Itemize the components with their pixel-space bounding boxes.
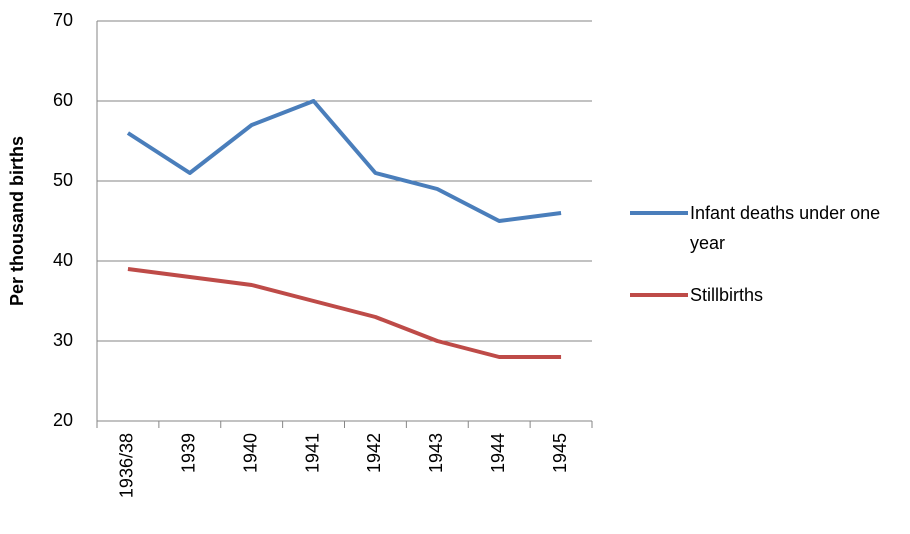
x-tick-label: 1942 bbox=[364, 433, 384, 473]
x-tick-label: 1943 bbox=[426, 433, 446, 473]
data-line bbox=[126, 99, 562, 223]
y-tick-label: 30 bbox=[53, 330, 73, 350]
y-axis-label: Per thousand births bbox=[7, 136, 27, 306]
legend-label: Stillbirths bbox=[690, 285, 764, 305]
x-tick-label: 1939 bbox=[179, 433, 199, 473]
x-tick-label: 1945 bbox=[550, 433, 570, 473]
x-tick-label: 1936/38 bbox=[117, 433, 137, 498]
y-tick-label: 50 bbox=[53, 170, 73, 190]
data-line bbox=[127, 267, 562, 359]
y-tick-label: 40 bbox=[53, 250, 73, 270]
x-tick-label: 1944 bbox=[488, 433, 508, 473]
x-tick-label: 1941 bbox=[302, 433, 322, 473]
y-tick-label: 70 bbox=[53, 10, 73, 30]
y-tick-label: 60 bbox=[53, 90, 73, 110]
x-tick-label: 1940 bbox=[240, 433, 260, 473]
legend-label: Infant deaths under one year bbox=[690, 203, 881, 253]
y-tick-label: 20 bbox=[53, 410, 73, 430]
